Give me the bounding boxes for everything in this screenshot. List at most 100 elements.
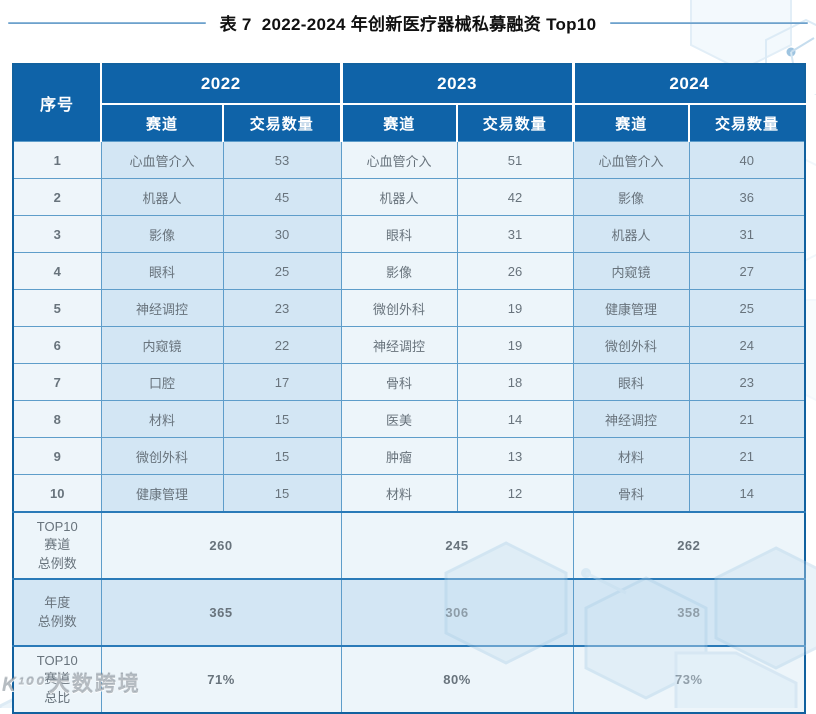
table-row: 5 神经调控 23 微创外科 19 健康管理 25 — [12, 289, 806, 327]
rank-cell: 2 — [12, 178, 102, 216]
summary-row-top10-share: TOP10 赛道 总比 71% 80% 73% — [12, 645, 806, 714]
track-cell-2024: 微创外科 — [572, 326, 690, 364]
count-cell-2022: 15 — [222, 437, 342, 475]
count-cell-2024: 40 — [688, 141, 806, 179]
count-cell-2022: 45 — [222, 178, 342, 216]
track-cell-2023: 影像 — [340, 252, 458, 290]
rank-cell: 3 — [12, 215, 102, 253]
count-cell-2022: 53 — [222, 141, 342, 179]
year-header-2023: 2023 — [339, 64, 574, 105]
track-cell-2023: 心血管介入 — [340, 141, 458, 179]
count-cell-2022: 17 — [222, 363, 342, 401]
count-cell-2024: 27 — [688, 252, 806, 290]
summary-label-cell: TOP10 赛道 总例数 — [12, 511, 102, 580]
track-cell-2023: 材料 — [340, 474, 458, 513]
track-cell-2024: 影像 — [572, 178, 690, 216]
summary-value-2022: 365 — [100, 578, 342, 647]
summary-value-2023: 245 — [340, 511, 574, 580]
title-divider-right — [610, 21, 808, 24]
track-cell-2023: 机器人 — [340, 178, 458, 216]
count-cell-2023: 19 — [456, 326, 574, 364]
rank-cell: 10 — [12, 474, 102, 513]
track-cell-2024: 神经调控 — [572, 400, 690, 438]
track-cell-2022: 口腔 — [100, 363, 224, 401]
count-cell-2023: 51 — [456, 141, 574, 179]
year-header-2022: 2022 — [99, 64, 342, 105]
count-cell-2023: 14 — [456, 400, 574, 438]
count-cell-2024: 14 — [688, 474, 806, 513]
track-cell-2023: 医美 — [340, 400, 458, 438]
table-row: 7 口腔 17 骨科 18 眼科 23 — [12, 363, 806, 401]
table-title-bar: 表 7 2022-2024 年创新医疗器械私募融资 Top10 — [0, 10, 816, 35]
track-cell-2024: 眼科 — [572, 363, 690, 401]
count-cell-2024: 21 — [688, 437, 806, 475]
count-cell-2022: 23 — [222, 289, 342, 327]
track-cell-2024: 健康管理 — [572, 289, 690, 327]
count-cell-2024: 21 — [688, 400, 806, 438]
track-cell-2022: 健康管理 — [100, 474, 224, 513]
track-header-2022: 赛道 — [100, 104, 223, 142]
rank-cell: 1 — [12, 141, 102, 179]
track-cell-2022: 机器人 — [100, 178, 224, 216]
header-row-sub: 赛道 交易数量 赛道 交易数量 赛道 交易数量 — [13, 104, 806, 142]
track-cell-2022: 微创外科 — [100, 437, 224, 475]
page-title: 表 7 2022-2024 年创新医疗器械私募融资 Top10 — [219, 15, 597, 34]
track-cell-2022: 心血管介入 — [100, 141, 224, 179]
summary-row-annual-total: 年度 总例数 365 306 358 — [12, 578, 806, 647]
count-cell-2022: 22 — [222, 326, 342, 364]
table-row: 2 机器人 45 机器人 42 影像 36 — [12, 178, 806, 216]
count-cell-2022: 30 — [222, 215, 342, 253]
header-row-years: 序号 2022 2023 2024 — [13, 64, 806, 142]
table-row: 1 心血管介入 53 心血管介入 51 心血管介入 40 — [12, 141, 806, 179]
summary-value-2022: 71% — [100, 645, 342, 714]
count-cell-2023: 19 — [456, 289, 574, 327]
rank-cell: 4 — [12, 252, 102, 290]
rank-cell: 8 — [12, 400, 102, 438]
rank-cell: 6 — [12, 326, 102, 364]
count-header-2022: 交易数量 — [221, 104, 342, 142]
count-cell-2024: 23 — [688, 363, 806, 401]
count-cell-2022: 25 — [222, 252, 342, 290]
summary-row-top10-total: TOP10 赛道 总例数 260 245 262 — [12, 511, 806, 580]
count-cell-2023: 31 — [456, 215, 574, 253]
track-cell-2024: 内窥镜 — [572, 252, 690, 290]
count-header-2024: 交易数量 — [688, 104, 806, 142]
track-cell-2022: 内窥镜 — [100, 326, 224, 364]
count-cell-2024: 36 — [688, 178, 806, 216]
summary-value-2024: 358 — [572, 578, 806, 647]
table-row: 8 材料 15 医美 14 神经调控 21 — [12, 400, 806, 438]
summary-value-2022: 260 — [100, 511, 342, 580]
rank-cell: 9 — [12, 437, 102, 475]
track-cell-2023: 骨科 — [340, 363, 458, 401]
count-header-2023: 交易数量 — [456, 104, 574, 142]
count-cell-2023: 12 — [456, 474, 574, 513]
count-cell-2024: 31 — [688, 215, 806, 253]
count-cell-2024: 25 — [688, 289, 806, 327]
count-cell-2023: 26 — [456, 252, 574, 290]
count-cell-2023: 42 — [456, 178, 574, 216]
table-row: 9 微创外科 15 肿瘤 13 材料 21 — [12, 437, 806, 475]
track-cell-2022: 影像 — [100, 215, 224, 253]
track-cell-2023: 肿瘤 — [340, 437, 458, 475]
track-cell-2024: 机器人 — [572, 215, 690, 253]
table-row: 3 影像 30 眼科 31 机器人 31 — [12, 215, 806, 253]
count-cell-2024: 24 — [688, 326, 806, 364]
year-header-2024: 2024 — [571, 64, 806, 105]
track-cell-2023: 微创外科 — [340, 289, 458, 327]
track-header-2024: 赛道 — [571, 104, 690, 142]
count-cell-2023: 18 — [456, 363, 574, 401]
rank-cell: 5 — [12, 289, 102, 327]
summary-label-cell: TOP10 赛道 总比 — [12, 645, 102, 714]
count-cell-2022: 15 — [222, 474, 342, 513]
count-cell-2022: 15 — [222, 400, 342, 438]
track-cell-2022: 眼科 — [100, 252, 224, 290]
summary-value-2023: 80% — [340, 645, 574, 714]
track-header-2023: 赛道 — [339, 104, 458, 142]
track-cell-2023: 眼科 — [340, 215, 458, 253]
summary-value-2024: 73% — [572, 645, 806, 714]
title-divider-left — [8, 21, 206, 24]
table-row: 10 健康管理 15 材料 12 骨科 14 — [12, 474, 806, 513]
rank-column-header: 序号 — [13, 64, 101, 142]
track-cell-2022: 材料 — [100, 400, 224, 438]
track-cell-2024: 骨科 — [572, 474, 690, 513]
